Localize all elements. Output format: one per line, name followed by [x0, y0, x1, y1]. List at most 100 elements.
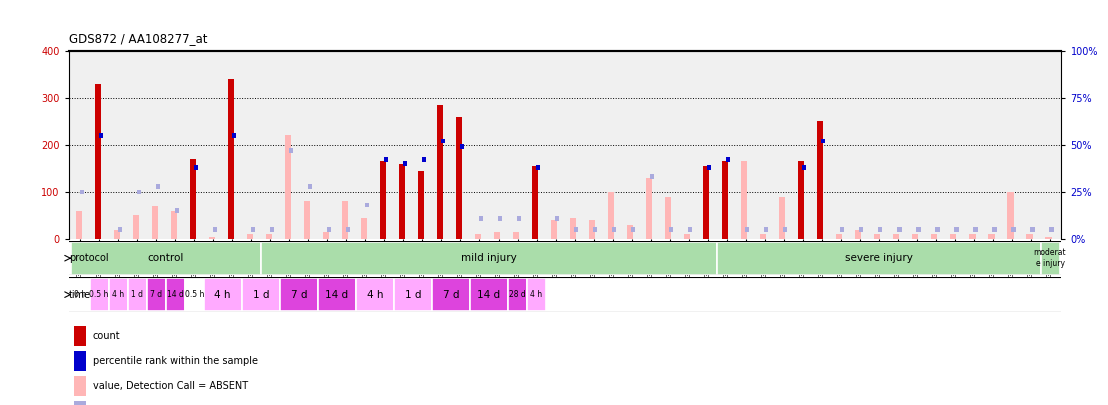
Bar: [497, 216, 502, 221]
Text: time: time: [69, 290, 91, 300]
Bar: [593, 227, 597, 232]
Bar: [250, 227, 255, 232]
Bar: [109, 278, 127, 311]
Text: 14 d: 14 d: [167, 290, 184, 299]
Bar: [837, 234, 842, 239]
Bar: [432, 278, 470, 311]
Bar: [341, 201, 348, 239]
Bar: [1040, 242, 1059, 275]
Bar: [646, 178, 653, 239]
Bar: [208, 237, 215, 239]
Bar: [361, 218, 367, 239]
Bar: [779, 196, 786, 239]
Bar: [133, 215, 138, 239]
Bar: [114, 230, 120, 239]
Bar: [213, 227, 217, 232]
Bar: [988, 234, 995, 239]
Bar: [632, 227, 635, 232]
Bar: [726, 158, 730, 162]
Bar: [688, 227, 692, 232]
Bar: [746, 227, 749, 232]
Bar: [1049, 227, 1054, 232]
Bar: [394, 278, 432, 311]
Bar: [269, 227, 274, 232]
Bar: [185, 278, 204, 311]
Text: 1 d: 1 d: [404, 290, 421, 300]
Bar: [704, 166, 709, 239]
Bar: [665, 196, 671, 239]
Bar: [308, 184, 312, 189]
Bar: [470, 278, 509, 311]
Bar: [1007, 192, 1014, 239]
Bar: [455, 117, 462, 239]
Bar: [897, 227, 902, 232]
Text: 4 h: 4 h: [531, 290, 543, 299]
Bar: [99, 133, 103, 138]
Bar: [608, 192, 614, 239]
Bar: [527, 278, 546, 311]
Bar: [304, 201, 310, 239]
Bar: [327, 227, 331, 232]
Bar: [517, 216, 521, 221]
Bar: [916, 227, 921, 232]
Bar: [73, 326, 85, 346]
Bar: [974, 227, 977, 232]
Bar: [932, 234, 937, 239]
Bar: [855, 230, 861, 239]
Text: 7 d: 7 d: [290, 290, 307, 300]
Bar: [783, 227, 788, 232]
Text: 0.5 h: 0.5 h: [90, 290, 109, 299]
Bar: [513, 232, 519, 239]
Bar: [346, 227, 350, 232]
Bar: [874, 234, 881, 239]
Text: 1 d: 1 d: [253, 290, 269, 300]
Bar: [289, 148, 293, 153]
Text: 1 d: 1 d: [131, 290, 143, 299]
Text: 4 h: 4 h: [367, 290, 383, 300]
Bar: [280, 278, 318, 311]
Text: 14 d: 14 d: [326, 290, 348, 300]
Bar: [551, 220, 557, 239]
Bar: [1046, 237, 1051, 239]
Bar: [380, 161, 386, 239]
Bar: [970, 234, 975, 239]
Text: percentile rank within the sample: percentile rank within the sample: [93, 356, 257, 366]
Text: 28 d: 28 d: [510, 290, 526, 299]
Bar: [912, 234, 919, 239]
Bar: [90, 278, 109, 311]
Bar: [227, 79, 234, 239]
Text: count: count: [93, 331, 120, 341]
Bar: [1026, 234, 1033, 239]
Bar: [821, 139, 825, 143]
Bar: [365, 202, 369, 207]
Bar: [460, 144, 464, 149]
Bar: [840, 227, 844, 232]
Text: 4 h: 4 h: [112, 290, 124, 299]
Bar: [73, 351, 85, 371]
Text: protocol: protocol: [69, 253, 109, 263]
Bar: [94, 83, 101, 239]
Bar: [570, 218, 576, 239]
Bar: [322, 232, 329, 239]
Text: GDS872 / AA108277_at: GDS872 / AA108277_at: [69, 32, 207, 45]
Text: value, Detection Call = ABSENT: value, Detection Call = ABSENT: [93, 381, 248, 391]
Bar: [383, 158, 388, 162]
Bar: [574, 227, 578, 232]
Bar: [555, 216, 560, 221]
Bar: [798, 161, 804, 239]
Bar: [509, 278, 527, 311]
Bar: [684, 234, 690, 239]
Bar: [418, 171, 424, 239]
Bar: [437, 105, 443, 239]
Bar: [127, 278, 146, 311]
Text: 4 h: 4 h: [215, 290, 230, 300]
Text: control: control: [147, 253, 184, 263]
Bar: [242, 278, 280, 311]
Bar: [175, 208, 178, 213]
Text: mild injury: mild injury: [461, 253, 516, 263]
Bar: [80, 190, 84, 194]
Bar: [717, 242, 1040, 275]
Bar: [993, 227, 996, 232]
Text: severe injury: severe injury: [845, 253, 913, 263]
Bar: [707, 165, 711, 170]
